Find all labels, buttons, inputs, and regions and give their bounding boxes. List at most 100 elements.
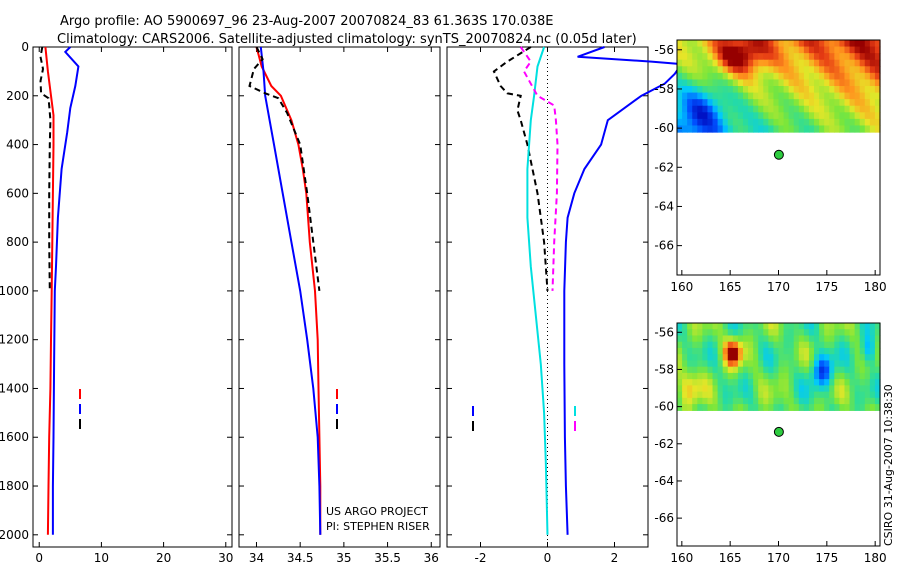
sla-map-cell xyxy=(849,354,856,362)
sst-map-cell xyxy=(864,72,871,81)
sla-map-cell xyxy=(732,347,739,355)
sla-map-cell xyxy=(687,379,693,386)
sla-map-cell xyxy=(864,379,871,386)
sla-map-cell xyxy=(844,329,851,337)
sla-map-cell xyxy=(839,360,846,368)
sst-map-cell xyxy=(773,105,780,113)
sla-map-cell xyxy=(839,341,846,349)
sla-map-cell xyxy=(778,391,785,399)
sst-map-cell xyxy=(712,125,719,133)
sla-map-cell xyxy=(727,360,734,368)
sla-map-xtick-label: 165 xyxy=(719,551,742,565)
sla-map-cell xyxy=(808,366,815,374)
sst-map-cell xyxy=(702,72,709,81)
sla-map-cell xyxy=(773,391,780,399)
sst-map-cell xyxy=(803,46,810,54)
temperature-ytick-label: 0 xyxy=(21,40,29,54)
sst-map-cell xyxy=(717,79,724,87)
sla-map-cell xyxy=(758,341,764,349)
sst-map-cell xyxy=(697,118,703,127)
sst-map-cell xyxy=(677,79,683,87)
sst-map-cell xyxy=(737,40,744,48)
sst-map-cell xyxy=(692,118,698,127)
sla-map-cell xyxy=(849,323,856,330)
sla-map-cell xyxy=(763,366,769,374)
sst-map-xtick-label: 180 xyxy=(864,280,887,294)
sla-map-cell xyxy=(753,329,759,337)
sst-map-cell xyxy=(677,112,683,120)
sla-map-cell xyxy=(707,404,714,411)
sla-map-cell xyxy=(783,360,790,368)
sla-map-cell xyxy=(803,360,810,368)
sst-map-cell xyxy=(768,40,775,48)
sst-map-cell xyxy=(692,105,698,113)
sla-map-cell xyxy=(803,372,810,380)
sla-map-cell xyxy=(722,354,729,362)
sla-map-cell xyxy=(864,341,871,349)
sst-map-cell xyxy=(849,118,856,127)
sla-map-cell xyxy=(722,366,729,374)
sst-map-cell xyxy=(773,125,780,133)
sst-map-cell xyxy=(874,53,881,61)
sla-map-cell xyxy=(682,354,688,362)
sst-map-cell xyxy=(803,59,810,67)
sla-map-cell xyxy=(773,385,780,393)
sst-map-cell xyxy=(824,92,830,100)
sst-map-cell xyxy=(808,92,815,100)
sst-map-cell xyxy=(849,59,856,67)
sla-map-cell xyxy=(829,323,835,330)
sst-map-cell xyxy=(727,118,734,127)
sla-map-cell xyxy=(808,372,815,380)
sla-map-cell xyxy=(864,354,871,362)
sla-map-cell xyxy=(712,391,719,399)
sla-map-cell xyxy=(773,347,780,355)
sla-map-cell xyxy=(763,335,769,343)
sla-map-cell xyxy=(737,335,744,343)
sla-map-cell xyxy=(692,366,698,374)
sst-map-cell xyxy=(834,79,840,87)
sst-map-cell xyxy=(849,40,856,48)
sst-map-cell xyxy=(758,105,764,113)
sla-map-cell xyxy=(682,323,688,330)
sla-map-cell xyxy=(808,329,815,337)
sst-map-cell xyxy=(773,99,780,107)
sla-map-cell xyxy=(748,323,754,330)
sla-map-cell xyxy=(758,347,764,355)
sla-map-cell xyxy=(697,385,703,393)
sst-map-cell xyxy=(819,59,825,67)
sla-map-cell xyxy=(803,366,810,374)
sst-map-cell xyxy=(869,112,876,120)
sst-map-cell xyxy=(839,53,846,61)
sst-map-cell xyxy=(814,125,820,133)
sla-map-cell xyxy=(798,385,805,393)
sst-map-ytick-label: -60 xyxy=(654,121,674,135)
sst-map-cell xyxy=(808,118,815,127)
sst-map-cell xyxy=(783,112,790,120)
sla-map-cell xyxy=(874,335,881,343)
sla-map-cell xyxy=(793,379,800,386)
sla-map-cell xyxy=(763,404,769,411)
sla-map-cell xyxy=(763,354,769,362)
sla-map-cell xyxy=(758,397,764,405)
sla-map-cell xyxy=(682,329,688,337)
sla-map-cell xyxy=(803,385,810,393)
sst-map-cell xyxy=(778,40,785,48)
salinity-series-3 xyxy=(248,46,321,292)
sst-map-cell xyxy=(839,79,846,87)
sst-map-cell xyxy=(819,72,825,81)
sla-map-cell xyxy=(763,360,769,368)
sst-map-cell xyxy=(742,46,749,54)
sla-map-cell xyxy=(753,341,759,349)
sla-map-cell xyxy=(742,323,749,330)
sla-map-cell xyxy=(778,366,785,374)
sla-map-cell xyxy=(803,335,810,343)
sst-map-cell xyxy=(798,118,805,127)
sst-map-cell xyxy=(753,46,759,54)
sla-map-cell xyxy=(732,404,739,411)
sla-map-cell xyxy=(808,391,815,399)
sla-map-cell xyxy=(763,372,769,380)
sst-map-cell xyxy=(819,99,825,107)
sla-map-cell xyxy=(742,366,749,374)
sla-map-cell xyxy=(717,397,724,405)
sla-map-cell xyxy=(849,404,856,411)
